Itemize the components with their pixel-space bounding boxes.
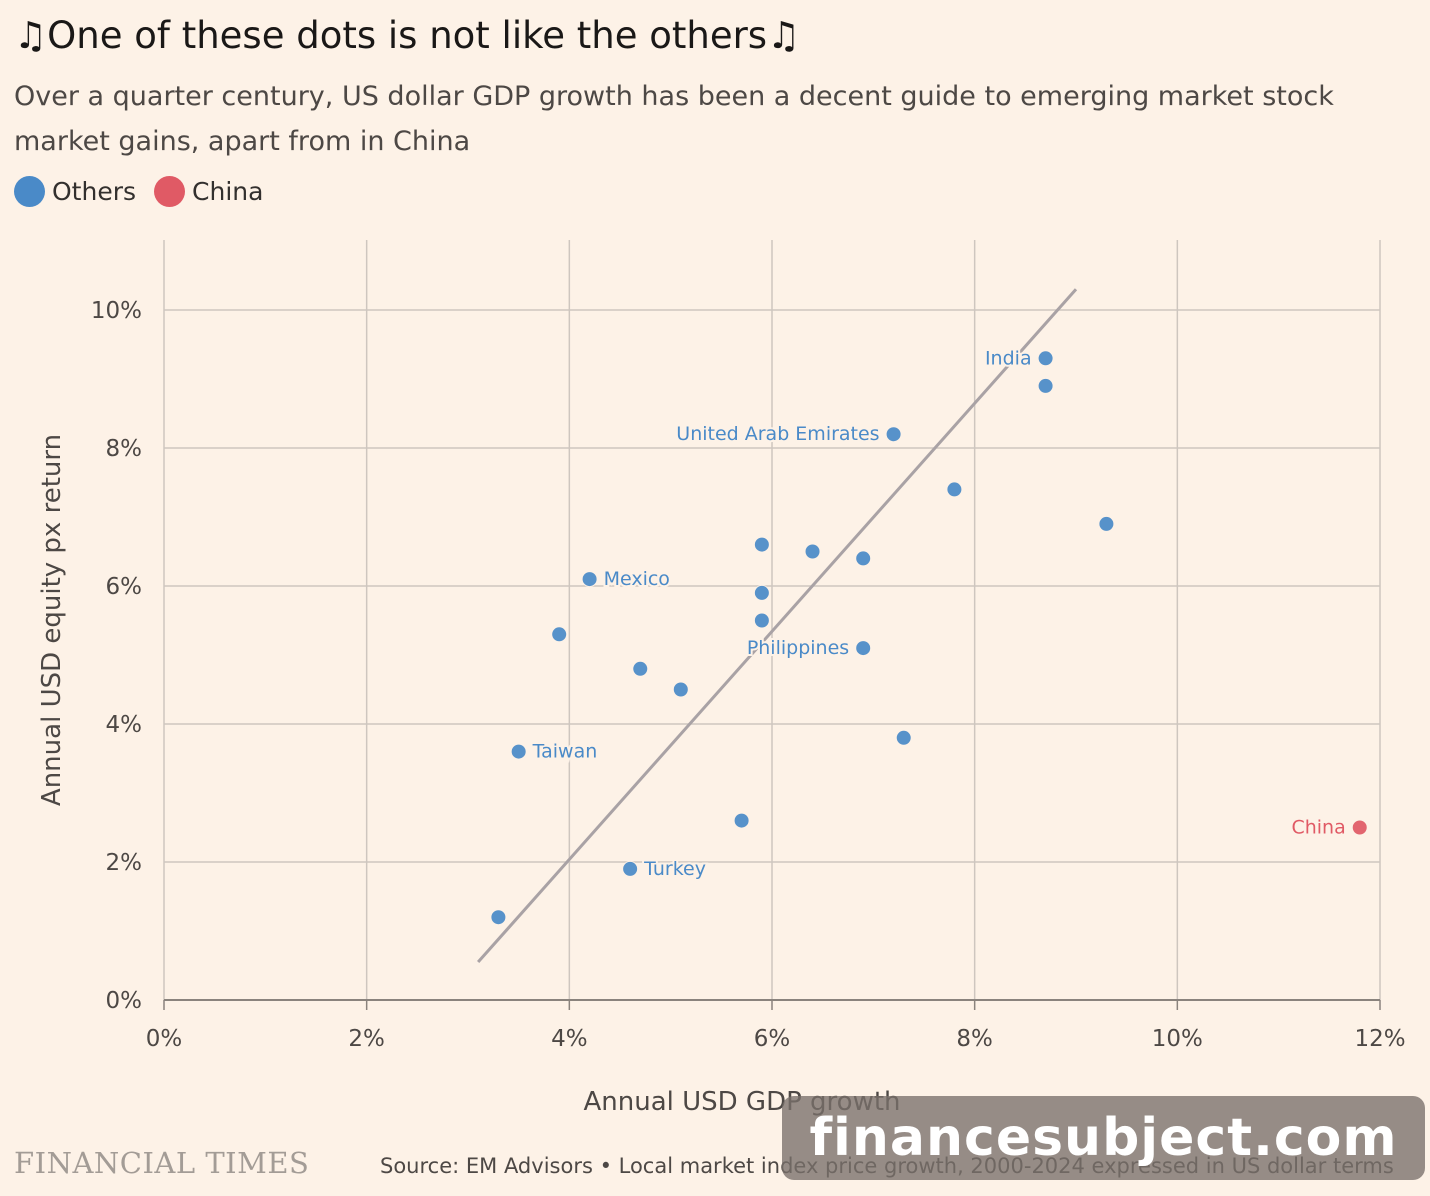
gridlines — [163, 240, 1381, 1000]
y-tick-label: 2% — [106, 850, 143, 876]
data-point — [581, 571, 598, 588]
data-point — [753, 536, 770, 553]
data-point — [895, 729, 912, 746]
y-tick-label: 6% — [106, 574, 143, 600]
legend-label-others: Others — [52, 177, 137, 206]
data-point — [510, 743, 527, 760]
axes: 0% 2% 4% 6% 8% 10% 12% 0% 2% 4% 6% 8% 10% — [91, 298, 1406, 1052]
data-point — [1037, 350, 1054, 367]
data-point — [804, 543, 821, 560]
china-point — [1351, 819, 1368, 836]
legend: Others China — [14, 176, 281, 207]
data-point — [753, 612, 770, 629]
x-tick-label: 8% — [956, 1026, 993, 1052]
legend-swatch-others — [14, 176, 45, 207]
data-point — [490, 909, 507, 926]
data-point — [855, 640, 872, 657]
y-tick-label: 0% — [106, 988, 143, 1014]
chart-subtitle: Over a quarter century, US dollar GDP gr… — [14, 81, 1334, 157]
legend-item-others: Others — [14, 176, 136, 207]
data-point — [885, 426, 902, 443]
legend-swatch-china — [154, 176, 186, 207]
trendline — [477, 288, 1078, 964]
point-label: Philippines — [747, 637, 849, 659]
data-point — [733, 812, 750, 829]
chart-title: ♫One of these dots is not like the other… — [14, 14, 801, 57]
x-tick-label: 0% — [146, 1026, 183, 1052]
data-point — [551, 626, 568, 643]
x-tick-label: 4% — [551, 1026, 588, 1052]
legend-item-china: China — [154, 176, 263, 207]
watermark-banner: financesubject.com — [782, 1096, 1425, 1180]
x-tick-label: 12% — [1354, 1026, 1405, 1052]
data-point — [672, 681, 689, 698]
data-point — [622, 860, 639, 877]
data-point — [1037, 377, 1054, 394]
ft-logo: FINANCIAL TIMES — [14, 1146, 310, 1180]
point-labels: India United Arab Emirates Mexico Philippin… — [530, 345, 1348, 882]
data-points — [490, 350, 1368, 926]
y-axis-title: Annual USD equity px return — [37, 434, 67, 806]
y-tick-label: 8% — [106, 436, 143, 462]
data-point — [632, 660, 649, 677]
x-tick-label: 6% — [754, 1026, 791, 1052]
data-point — [1098, 515, 1115, 532]
data-point — [855, 550, 872, 567]
point-label: United Arab Emirates — [676, 423, 879, 445]
data-point — [753, 584, 770, 601]
legend-label-china: China — [192, 177, 264, 206]
y-tick-label: 10% — [91, 298, 142, 324]
point-label: India — [985, 347, 1032, 369]
point-label: China — [1291, 817, 1345, 839]
point-label: Mexico — [604, 568, 670, 590]
data-point — [946, 481, 963, 498]
point-label: Turkey — [643, 858, 706, 880]
x-tick-label: 10% — [1152, 1026, 1203, 1052]
point-label: Taiwan — [532, 741, 598, 763]
trendline-group — [477, 288, 1078, 964]
y-tick-label: 4% — [106, 712, 143, 738]
x-tick-label: 2% — [348, 1026, 385, 1052]
